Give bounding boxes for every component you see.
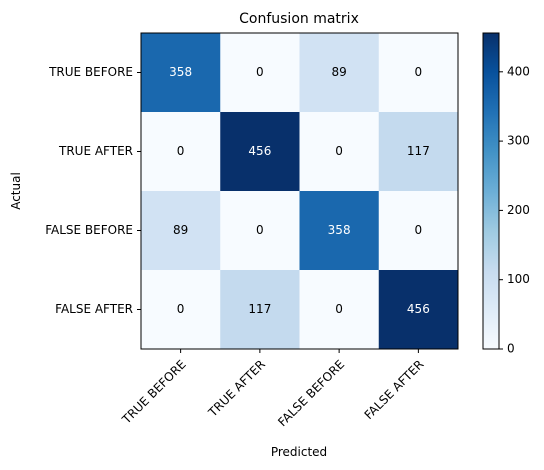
heatmap-cell — [141, 270, 221, 350]
heatmap-cell — [141, 112, 221, 192]
cell-value-label: 456 — [407, 302, 430, 316]
heatmap-cells — [140, 32, 459, 350]
cell-value-label: 456 — [248, 144, 271, 158]
cell-value-labels: 358 0 89 0 0 456 0 117 89 0 358 0 0 117 0 456 — [169, 65, 430, 316]
cell-value-label: 0 — [256, 65, 264, 79]
cell-value-label: 89 — [173, 223, 188, 237]
colorbar-ticks: 0 100 200 300 400 — [499, 64, 530, 356]
x-tick-label: TRUE AFTER — [205, 357, 268, 420]
y-axis-ticks: TRUE BEFORE TRUE AFTER FALSE BEFORE FALSE A… — [45, 65, 141, 316]
heatmap-cell — [378, 112, 459, 192]
y-axis-label: Actual — [9, 172, 23, 210]
cell-value-label: 0 — [177, 302, 185, 316]
cell-value-label: 117 — [407, 144, 430, 158]
heatmap-cell — [220, 112, 300, 192]
cell-value-label: 0 — [335, 144, 343, 158]
colorbar-tick-label: 0 — [507, 342, 515, 356]
x-axis-ticks: TRUE BEFORE TRUE AFTER FALSE BEFORE FALSE A… — [119, 349, 427, 429]
heatmap-cell — [378, 191, 459, 271]
cell-value-label: 0 — [177, 144, 185, 158]
heatmap-cell — [299, 33, 380, 113]
heatmap-cell — [299, 112, 380, 192]
heatmap-cell — [141, 33, 221, 113]
y-tick-label: FALSE AFTER — [55, 302, 133, 316]
heatmap-cell — [220, 33, 300, 113]
colorbar-tick-label: 100 — [507, 272, 530, 286]
plot-frame — [140, 32, 459, 350]
heatmap-cell — [220, 270, 300, 350]
x-tick-label: FALSE BEFORE — [275, 357, 347, 429]
colorbar-tick-label: 300 — [507, 134, 530, 148]
colorbar-tick-label: 400 — [507, 64, 530, 78]
x-tick-label: FALSE AFTER — [362, 357, 427, 422]
heatmap-cell — [299, 270, 380, 350]
y-tick-label: TRUE AFTER — [58, 144, 133, 158]
colorbar — [482, 32, 500, 350]
cell-value-label: 117 — [248, 302, 271, 316]
x-tick-label: TRUE BEFORE — [119, 357, 189, 427]
chart-title: Confusion matrix — [239, 11, 359, 27]
colorbar-tick-label: 200 — [507, 203, 530, 217]
cell-value-label: 0 — [256, 223, 264, 237]
cell-value-label: 358 — [169, 65, 192, 79]
cell-value-label: 89 — [331, 65, 346, 79]
heatmap-cell — [220, 191, 300, 271]
y-tick-label: FALSE BEFORE — [45, 223, 133, 237]
x-axis-label: Predicted — [271, 445, 327, 459]
y-tick-label: TRUE BEFORE — [48, 65, 133, 79]
cell-value-label: 358 — [328, 223, 351, 237]
heatmap-cell — [378, 270, 459, 350]
cell-value-label: 0 — [415, 223, 423, 237]
heatmap-cell — [299, 191, 380, 271]
heatmap-cell — [141, 191, 221, 271]
heatmap-cell — [378, 33, 459, 113]
cell-value-label: 0 — [335, 302, 343, 316]
cell-value-label: 0 — [415, 65, 423, 79]
